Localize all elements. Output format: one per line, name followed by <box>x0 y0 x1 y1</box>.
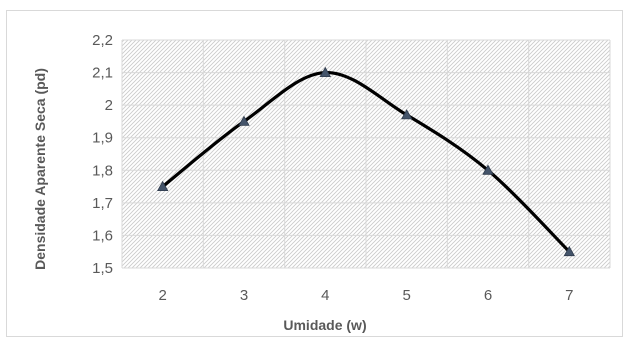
series-line <box>161 70 571 254</box>
series-layer <box>157 66 575 257</box>
y-tick-label: 1,9 <box>92 130 113 147</box>
data-point-marker <box>319 66 331 77</box>
data-point-marker <box>238 115 250 126</box>
y-tick-label: 2,1 <box>92 65 113 82</box>
x-tick-label: 5 <box>402 287 410 304</box>
data-point-marker <box>482 164 494 175</box>
tick-labels: 1,5 1,6 1,7 1,8 1,9 2 2,1 2,2 2 3 4 5 6 7 <box>92 32 573 304</box>
x-tick-label: 7 <box>565 287 573 304</box>
x-tick-label: 3 <box>240 287 248 304</box>
grid-lines <box>121 39 611 269</box>
y-tick-label: 2 <box>105 97 113 114</box>
y-tick-label: 1,8 <box>92 162 113 179</box>
x-tick-label: 6 <box>484 287 492 304</box>
y-tick-label: 2,2 <box>92 32 113 49</box>
y-tick-label: 1,7 <box>92 195 113 212</box>
y-tick-label: 1,5 <box>92 260 113 277</box>
data-point-marker <box>157 180 169 192</box>
x-tick-label: 2 <box>158 287 166 304</box>
data-point-marker <box>401 109 413 120</box>
x-axis-title: Umidade (w) <box>283 317 366 333</box>
data-point-marker <box>563 245 575 257</box>
y-axis-title: Densidade Aparente Seca (pd) <box>32 68 48 270</box>
y-tick-label: 1,6 <box>92 227 113 244</box>
x-tick-label: 4 <box>321 287 329 304</box>
